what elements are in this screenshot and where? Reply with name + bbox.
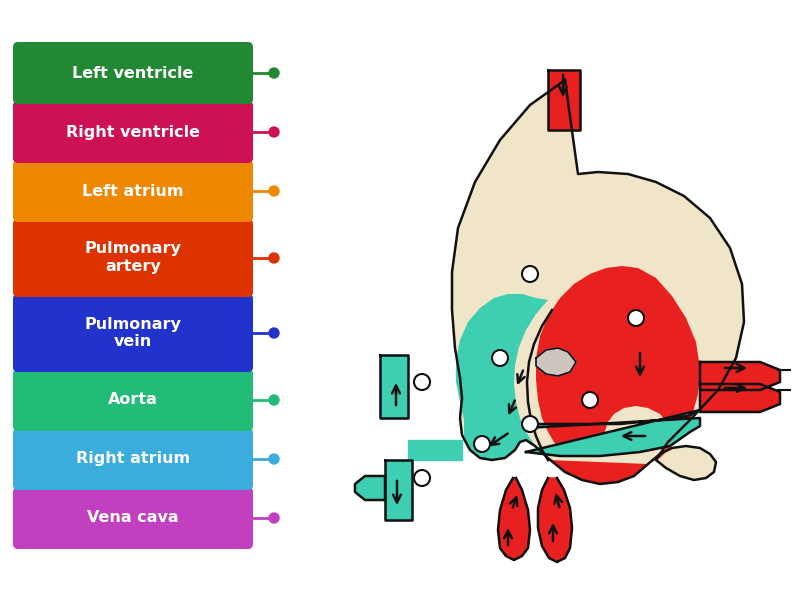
FancyBboxPatch shape bbox=[13, 428, 253, 490]
Polygon shape bbox=[536, 266, 700, 484]
Polygon shape bbox=[548, 70, 580, 130]
Circle shape bbox=[269, 328, 279, 338]
FancyBboxPatch shape bbox=[13, 487, 253, 549]
Polygon shape bbox=[700, 362, 780, 390]
FancyBboxPatch shape bbox=[13, 219, 253, 297]
Polygon shape bbox=[526, 410, 700, 456]
Circle shape bbox=[522, 266, 538, 282]
Circle shape bbox=[474, 436, 490, 452]
Circle shape bbox=[269, 68, 279, 78]
Circle shape bbox=[492, 350, 508, 366]
Text: Right ventricle: Right ventricle bbox=[66, 124, 200, 139]
FancyBboxPatch shape bbox=[13, 42, 253, 104]
Text: Pulmonary
vein: Pulmonary vein bbox=[85, 317, 182, 349]
Text: Aorta: Aorta bbox=[108, 392, 158, 407]
Polygon shape bbox=[385, 460, 412, 520]
Polygon shape bbox=[538, 478, 572, 562]
Text: Left atrium: Left atrium bbox=[82, 184, 184, 199]
Polygon shape bbox=[700, 384, 780, 412]
Polygon shape bbox=[498, 478, 530, 560]
Polygon shape bbox=[452, 80, 744, 484]
Polygon shape bbox=[408, 440, 462, 460]
Polygon shape bbox=[456, 294, 548, 460]
Circle shape bbox=[269, 127, 279, 137]
Circle shape bbox=[628, 310, 644, 326]
Polygon shape bbox=[536, 348, 576, 376]
Text: Right atrium: Right atrium bbox=[76, 451, 190, 467]
Circle shape bbox=[269, 454, 279, 464]
Text: Vena cava: Vena cava bbox=[87, 511, 179, 526]
FancyBboxPatch shape bbox=[13, 294, 253, 372]
Circle shape bbox=[269, 395, 279, 405]
FancyBboxPatch shape bbox=[13, 101, 253, 163]
FancyBboxPatch shape bbox=[13, 369, 253, 431]
Circle shape bbox=[269, 253, 279, 263]
Circle shape bbox=[414, 470, 430, 486]
Polygon shape bbox=[355, 476, 385, 500]
Circle shape bbox=[269, 186, 279, 196]
Circle shape bbox=[269, 513, 279, 523]
FancyBboxPatch shape bbox=[13, 160, 253, 222]
Polygon shape bbox=[380, 355, 408, 418]
Circle shape bbox=[582, 392, 598, 408]
Text: Left ventricle: Left ventricle bbox=[72, 65, 194, 80]
Circle shape bbox=[414, 374, 430, 390]
Text: Pulmonary
artery: Pulmonary artery bbox=[85, 241, 182, 275]
Circle shape bbox=[522, 416, 538, 432]
